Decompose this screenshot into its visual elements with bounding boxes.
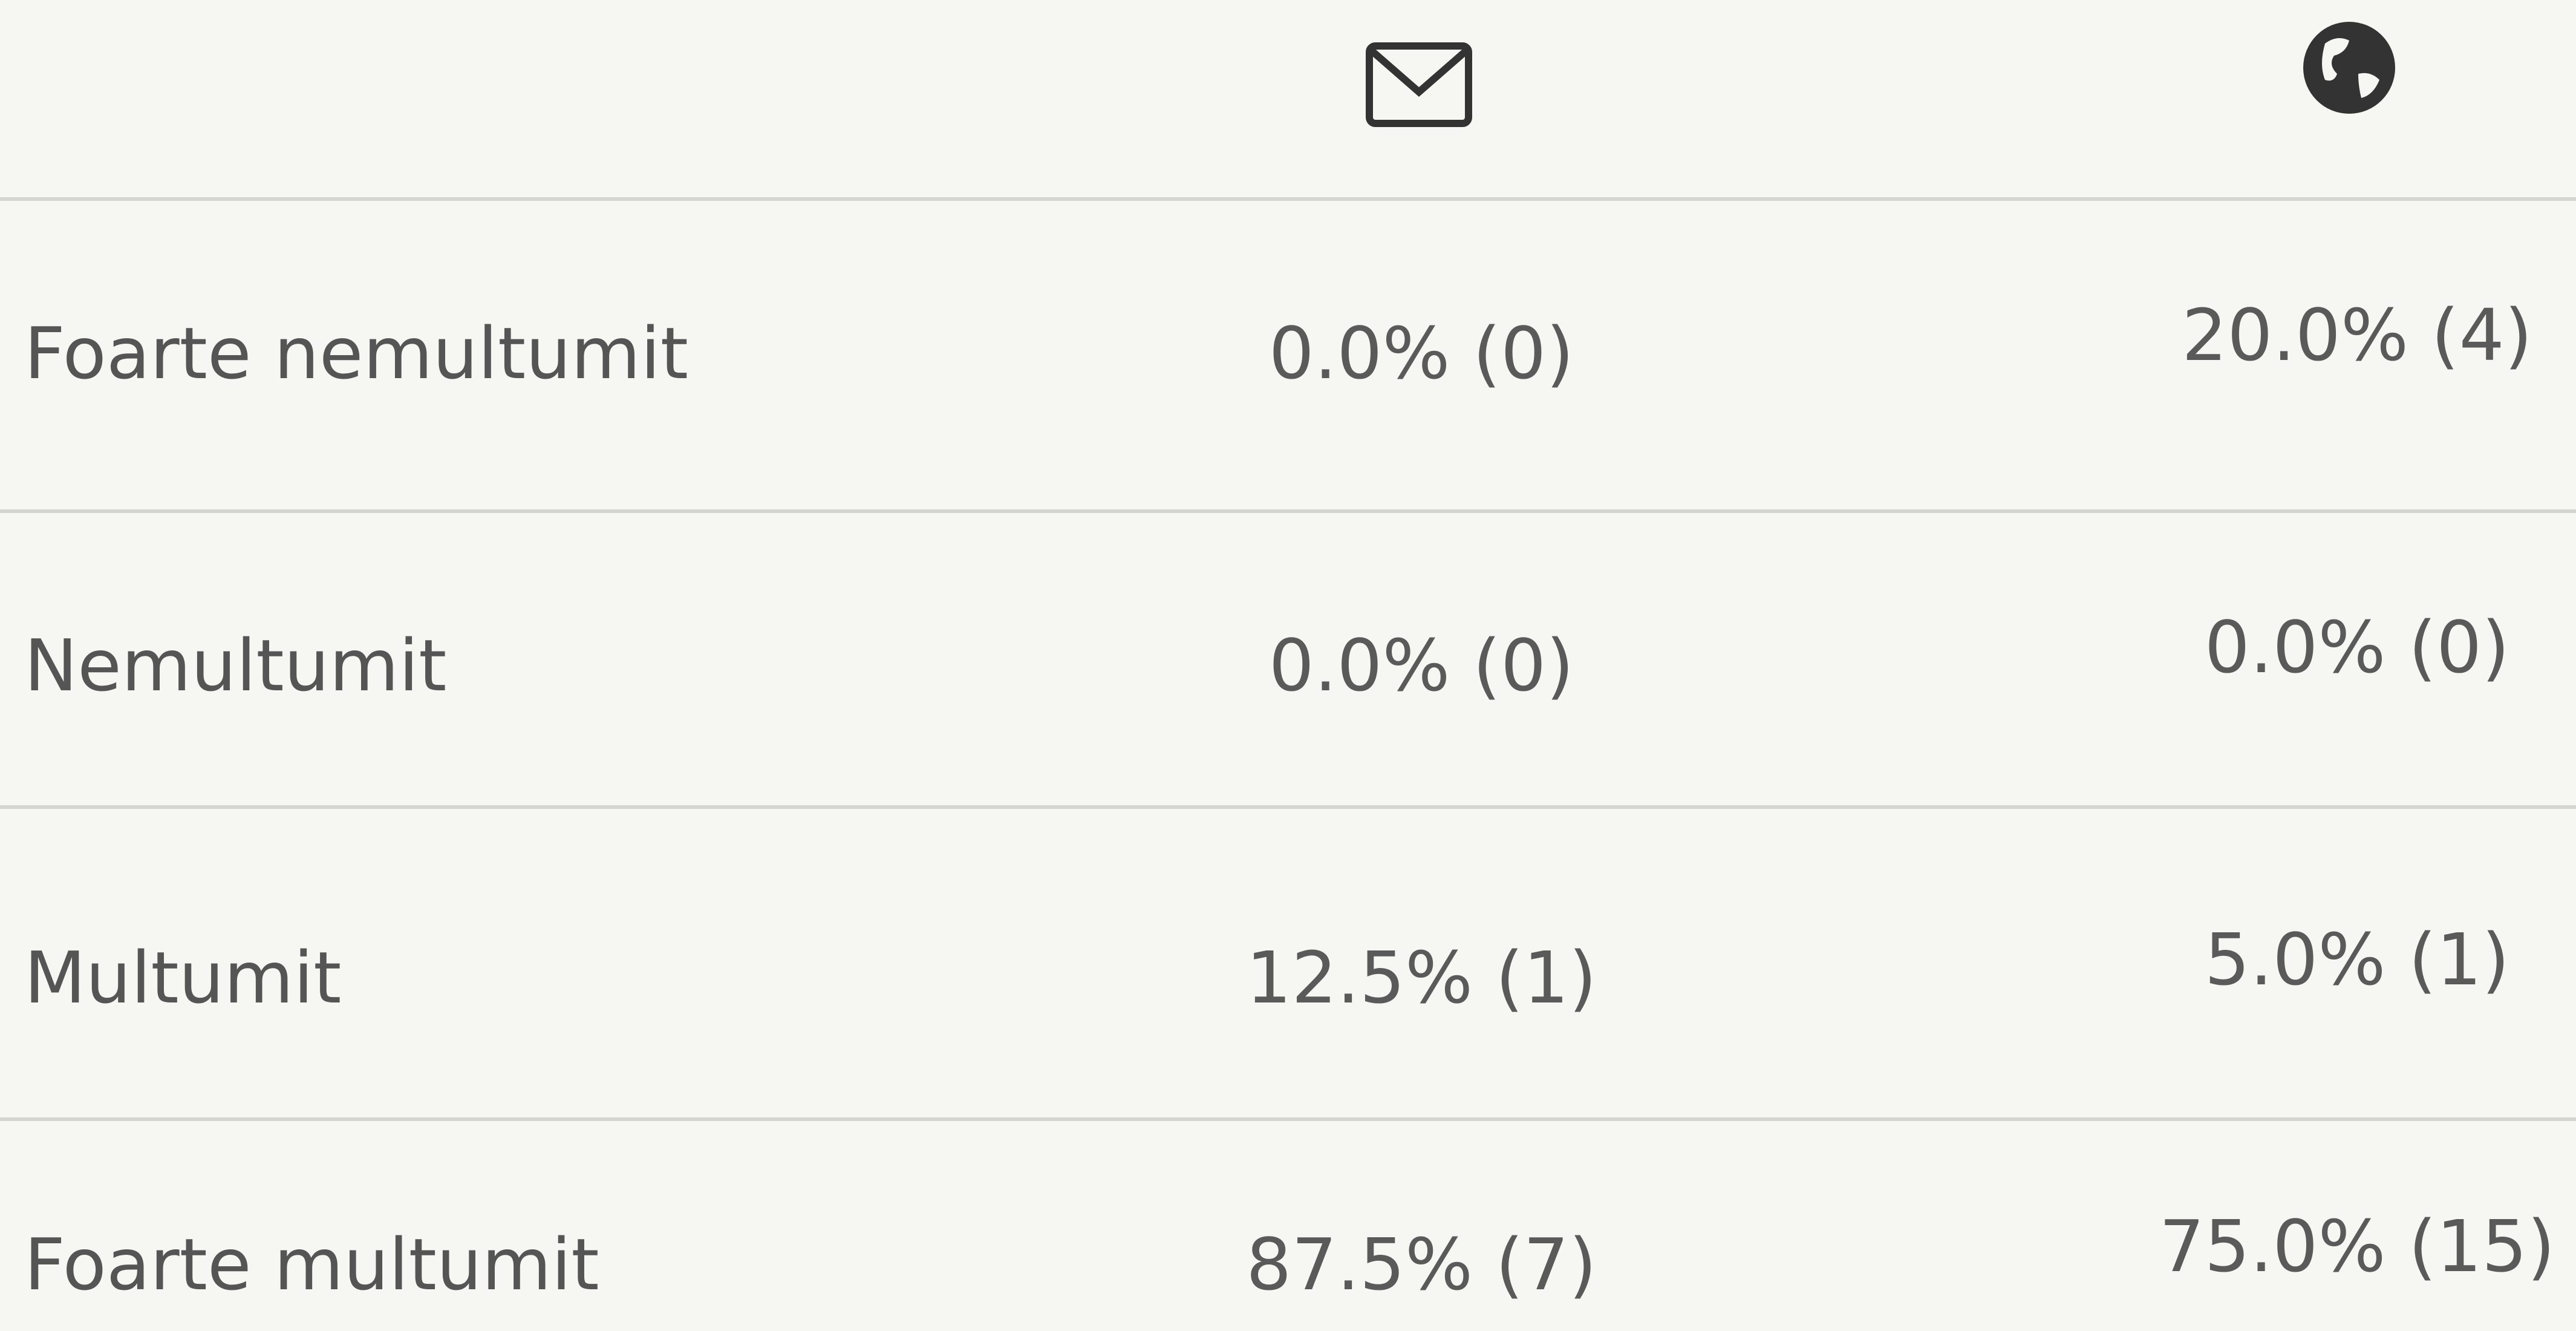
result-cell: 20.0% (4) xyxy=(2182,293,2532,377)
web-icon xyxy=(2303,22,2395,114)
row-divider xyxy=(0,805,2576,809)
row-label: Nemultumit xyxy=(24,624,447,707)
row-label: Multumit xyxy=(24,936,342,1019)
result-cell: 5.0% (1) xyxy=(2204,918,2510,1001)
row-label: Foarte nemultumit xyxy=(24,312,689,395)
row-divider xyxy=(0,509,2576,513)
email-icon xyxy=(1366,42,1472,127)
result-cell: 0.0% (0) xyxy=(2204,606,2510,689)
row-divider xyxy=(0,197,2576,201)
row-label: Foarte multumit xyxy=(24,1223,599,1306)
result-cell: 0.0% (0) xyxy=(1268,624,1574,707)
result-cell: 75.0% (15) xyxy=(2159,1205,2555,1288)
result-cell: 87.5% (7) xyxy=(1246,1223,1597,1306)
row-divider xyxy=(0,1117,2576,1121)
result-cell: 12.5% (1) xyxy=(1246,936,1597,1019)
result-cell: 0.0% (0) xyxy=(1268,312,1574,395)
